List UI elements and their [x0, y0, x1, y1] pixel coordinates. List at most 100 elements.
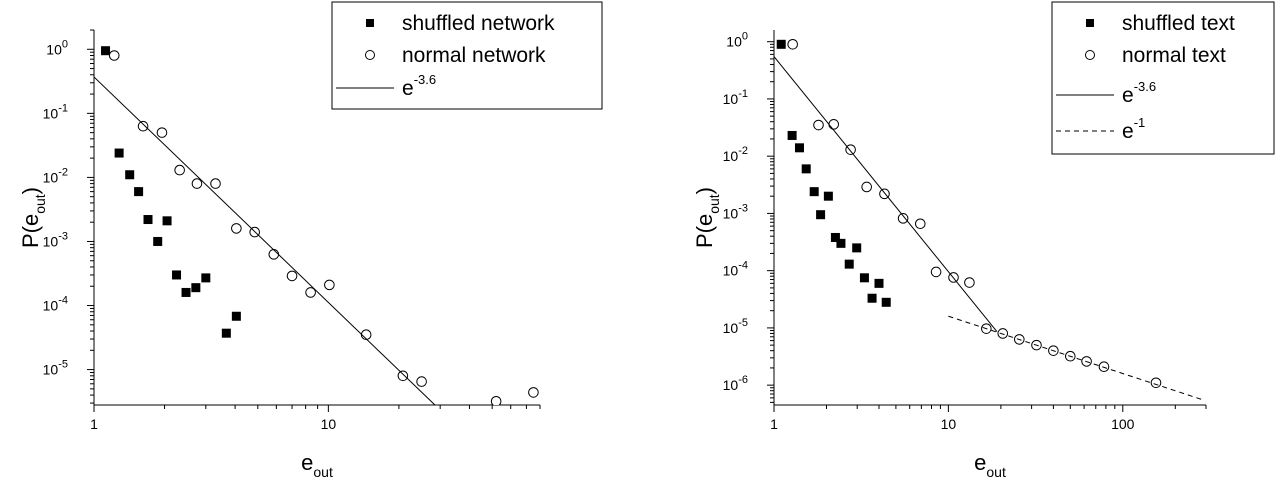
y-tick-base: 10	[723, 320, 739, 336]
y-tick-base: 10	[723, 91, 739, 107]
legend-label-text: e	[1122, 120, 1134, 143]
y-tick-base: 10	[43, 362, 59, 378]
y-tick-label: 10-2	[43, 166, 68, 185]
legend-label-exponent: -3.6	[414, 72, 436, 87]
y-tick-label: 10-4	[43, 295, 68, 314]
data-point-square	[114, 148, 124, 158]
x-axis-label-base: e	[974, 450, 986, 475]
legend-label-text: normal text	[1122, 44, 1226, 67]
data-point-circle	[897, 213, 909, 224]
data-point-square	[844, 259, 854, 269]
y-tick-label: 10-6	[723, 374, 748, 393]
y-tick-base: 10	[43, 298, 59, 314]
data-point-circle	[787, 39, 798, 50]
data-point-square	[823, 191, 833, 201]
data-point-circle	[231, 223, 242, 234]
data-point-square	[231, 311, 241, 321]
y-tick-exponent: -6	[738, 374, 748, 386]
legend-box	[1051, 1, 1275, 155]
y-axis-label-close: )	[18, 187, 43, 194]
data-point-circle	[108, 50, 120, 61]
y-tick-base: 10	[723, 148, 739, 164]
y-tick-base: 10	[43, 105, 59, 121]
data-point-circle	[174, 164, 185, 176]
y-axis-label-base: P(e	[692, 214, 717, 248]
data-point-circle	[324, 279, 335, 291]
data-point-square	[881, 297, 891, 307]
y-axis-label-subscript: out	[706, 194, 722, 214]
x-axis-label: eout	[301, 450, 333, 480]
data-point-circle	[156, 127, 168, 138]
data-point-circle	[914, 218, 926, 230]
data-point-circle	[964, 277, 975, 288]
data-point-square	[143, 215, 153, 225]
data-point-circle	[268, 249, 280, 260]
data-point-square	[191, 283, 201, 293]
legend-label-exponent: -3.6	[1134, 79, 1156, 94]
data-point-square	[787, 130, 797, 140]
y-tick-base: 10	[726, 34, 742, 50]
data-point-square	[830, 232, 840, 242]
data-point-square	[181, 287, 191, 297]
left-panel: 1 1010010-110-210-310-410-5eoutP(eout)shu…	[18, 1, 603, 480]
y-tick-label: 10-5	[43, 359, 68, 378]
data-point-square	[867, 293, 877, 303]
data-point-circle	[528, 387, 539, 398]
data-point-square	[836, 238, 846, 248]
legend-label: shuffled network	[402, 12, 555, 35]
y-axis-label-base: P(e	[18, 214, 43, 248]
y-tick-label: 10-3	[723, 202, 748, 221]
y-tick-base: 10	[46, 41, 62, 57]
data-point-circle	[210, 178, 221, 189]
y-tick-exponent: -3	[58, 230, 68, 242]
y-tick-exponent: 0	[62, 38, 68, 50]
y-tick-label: 10-5	[723, 317, 748, 336]
data-point-square	[162, 216, 172, 226]
y-tick-exponent: -2	[738, 145, 748, 157]
y-axis-label-subscript: out	[32, 194, 48, 214]
data-point-square	[816, 210, 826, 220]
y-tick-label: 10-1	[723, 88, 748, 107]
data-point-square	[801, 164, 811, 174]
y-tick-base: 10	[723, 205, 739, 221]
y-tick-exponent: -5	[738, 317, 748, 329]
x-tick-label: 10	[321, 416, 337, 432]
plot-area	[94, 46, 539, 405]
legend-label-exponent: -1	[1134, 115, 1146, 130]
y-axis-label: P(eout)	[18, 187, 48, 248]
x-tick-label: 100	[1111, 416, 1135, 432]
data-point-square	[125, 170, 135, 180]
y-tick-base: 10	[43, 233, 59, 249]
y-tick-exponent: -4	[58, 295, 68, 307]
legend-label-text: shuffled text	[1122, 12, 1235, 35]
y-tick-base: 10	[723, 263, 739, 279]
data-point-square	[809, 187, 819, 197]
y-tick-exponent: -4	[738, 260, 748, 272]
data-point-circle	[137, 120, 149, 132]
x-axis-label-subscript: out	[313, 464, 333, 480]
data-point-circle	[305, 287, 316, 298]
data-point-circle	[416, 376, 427, 387]
legend-symbol-square	[1086, 19, 1094, 27]
data-point-circle	[861, 181, 872, 193]
data-point-square	[101, 46, 111, 56]
data-point-square	[776, 39, 786, 49]
legend-box	[331, 1, 603, 110]
legend-label: e-1	[1122, 115, 1145, 143]
data-point-square	[859, 273, 869, 283]
x-axis-label-subscript: out	[986, 464, 1006, 480]
data-point-square	[874, 278, 884, 288]
data-point-circle	[1098, 361, 1110, 373]
data-point-square	[221, 328, 231, 338]
right-panel: 1 10 10010010-110-210-310-410-510-6eoutP(e…	[692, 1, 1275, 480]
data-point-circle	[397, 370, 409, 382]
y-tick-base: 10	[43, 169, 59, 185]
y-axis-label: P(eout)	[692, 187, 722, 248]
data-point-square	[172, 270, 182, 280]
legend-symbol-square	[366, 19, 374, 27]
data-point-square	[153, 236, 163, 246]
legend-label-text: e	[1122, 84, 1134, 107]
y-tick-exponent: -3	[738, 202, 748, 214]
y-tick-exponent: -5	[58, 359, 68, 371]
